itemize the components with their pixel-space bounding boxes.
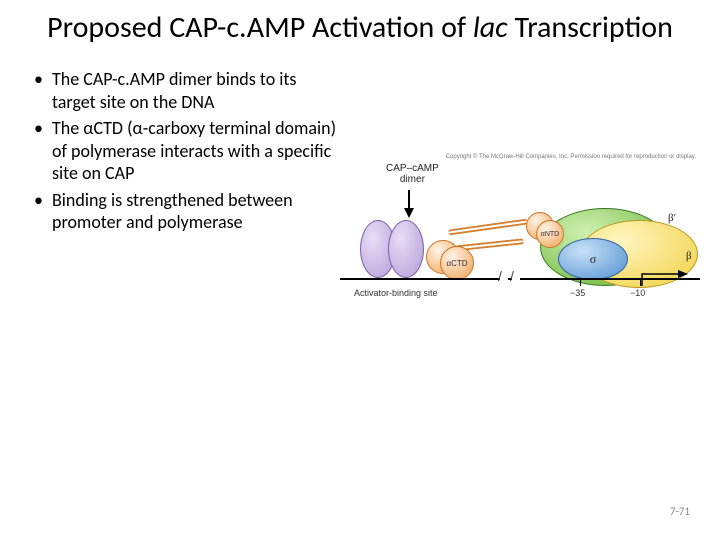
beta-label: β <box>686 250 692 262</box>
title-post: Transcription <box>508 9 673 46</box>
alpha-ctd-label: αCTD <box>446 259 467 268</box>
linker-top-icon <box>448 218 528 235</box>
dna-slash-left: / <box>498 268 502 284</box>
tick-35 <box>580 280 581 286</box>
sigma-shape: σ <box>558 238 628 280</box>
page-number: 7-71 <box>670 505 690 518</box>
bullet-item: The CAP-c.AMP dimer binds to its target … <box>30 68 340 113</box>
dna-slash-right: / <box>510 268 514 284</box>
slide-title: Proposed CAP-c.AMP Activation of lac Tra… <box>0 0 720 62</box>
cap-label-top: CAP–cAMP <box>386 163 439 174</box>
copyright-text: Copyright © The McGraw-Hill Companies, I… <box>446 154 696 160</box>
activator-site-label: Activator-binding site <box>354 288 438 298</box>
cap-label-bot: dimer <box>400 174 425 185</box>
bullet-item: Binding is strengthened between promoter… <box>30 189 340 234</box>
tick-10 <box>640 280 641 286</box>
cap-dimer-label: CAP–cAMP dimer <box>386 164 439 185</box>
alpha-ctd-front: αCTD <box>440 246 474 280</box>
alpha-ntd-label: αNTD <box>541 231 559 238</box>
promoter-arrow-icon <box>640 270 690 288</box>
beta-prime-label: β′ <box>668 212 676 224</box>
sigma-label: σ <box>590 252 596 267</box>
bullet-item: The αCTD (α-carboxy terminal domain) of … <box>30 117 340 185</box>
title-pre: Proposed CAP-c.AMP Activation of <box>47 9 473 46</box>
minus10-label: −10 <box>630 288 645 298</box>
dimer-right-icon <box>388 220 424 278</box>
alpha-ntd-front: αNTD <box>536 220 564 248</box>
title-italic: lac <box>473 9 508 46</box>
cap-activation-diagram: Copyright © The McGraw-Hill Companies, I… <box>340 150 700 320</box>
arrow-down-icon <box>402 190 416 218</box>
minus35-label: −35 <box>570 288 585 298</box>
bullet-list: The CAP-c.AMP dimer binds to its target … <box>30 62 340 238</box>
